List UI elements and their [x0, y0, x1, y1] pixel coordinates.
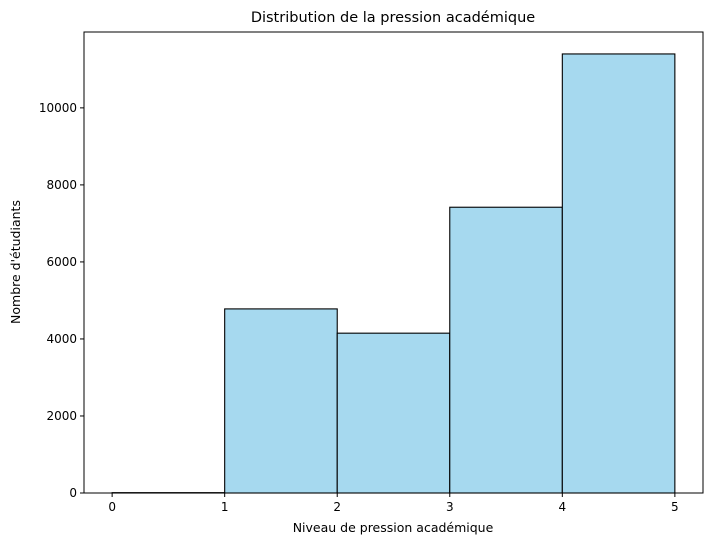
histogram-bar-3 [449, 206, 563, 494]
bars-group [111, 53, 676, 494]
y-tick-label-4: 8000 [46, 178, 77, 192]
y-tick-label-2: 4000 [46, 332, 77, 346]
histogram-bar-4 [561, 53, 676, 494]
x-tick-label-4: 4 [558, 500, 566, 514]
x-tick-label-5: 5 [671, 500, 679, 514]
y-tick-label-3: 6000 [46, 255, 77, 269]
x-axis-ticks: 0 1 2 3 4 5 [108, 493, 679, 514]
chart-title: Distribution de la pression académique [251, 10, 535, 26]
x-tick-label-3: 3 [446, 500, 454, 514]
x-axis-label: Niveau de pression académique [293, 520, 494, 535]
histogram-bar-2 [336, 332, 451, 494]
x-tick-label-1: 1 [221, 500, 229, 514]
y-axis-ticks: 0 2000 4000 6000 8000 10000 [39, 101, 84, 500]
x-tick-label-0: 0 [108, 500, 116, 514]
y-tick-label-5: 10000 [39, 101, 77, 115]
histogram-bar-1 [224, 308, 338, 494]
y-axis-label: Nombre d'étudiants [8, 200, 23, 324]
x-tick-label-2: 2 [333, 500, 341, 514]
y-tick-label-0: 0 [69, 486, 77, 500]
plot-frame [83, 31, 704, 494]
y-tick-label-1: 2000 [46, 409, 77, 423]
